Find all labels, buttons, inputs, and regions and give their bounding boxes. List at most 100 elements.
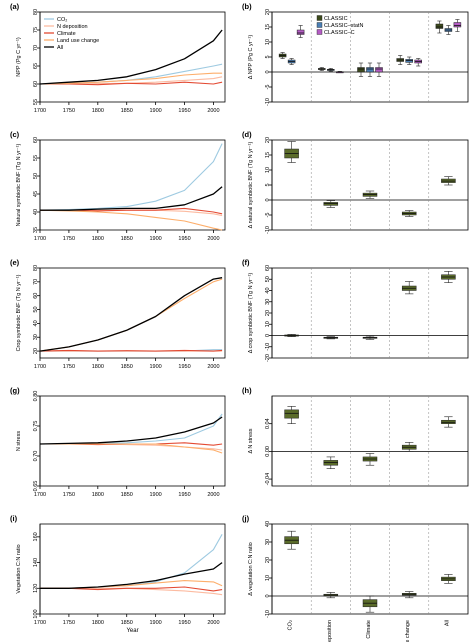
y-tick-label: -10 [265, 610, 271, 618]
x-tick-label: 1900 [150, 492, 162, 498]
x-tick-label: 1850 [121, 236, 133, 242]
panel-label: (a) [10, 2, 20, 11]
y-tick-label: 55 [33, 155, 39, 161]
category-label: N deposition [327, 620, 333, 642]
x-tick-label: 1950 [178, 236, 190, 242]
y-tick-label: 75 [33, 27, 39, 33]
y-tick-label: 15 [265, 24, 271, 30]
legend-label: Land use change [57, 38, 99, 44]
y-tick-label: 20 [265, 137, 271, 143]
line-panel: 35 40 45 50 55 60 Natural symbiotic BNF (Tg N … [10, 130, 226, 242]
plot-frame [271, 267, 469, 359]
x-tick-label: 1850 [121, 492, 133, 498]
y-tick-label: 20 [33, 348, 39, 354]
y-tick-label: 50 [265, 276, 271, 282]
series-line-all [39, 416, 223, 445]
y-tick-label: 0.80 [33, 391, 39, 402]
y-axis-label: Natural symbiotic BNF (Tg N yr⁻¹) [16, 144, 22, 227]
x-tick-label: 1750 [63, 236, 75, 242]
y-axis-label: NPP (Pg C yr⁻¹) [16, 37, 22, 77]
y-tick-label: 40 [265, 287, 271, 293]
y-axis-label: Crop symbiotic BNF (Tg N yr⁻¹) [16, 274, 22, 351]
series-line-climate [39, 349, 223, 352]
y-tick-label: -10 [265, 343, 271, 351]
y-tick-label: -10 [265, 98, 271, 106]
legend-label: CLASSIC [324, 16, 348, 22]
y-axis-label: Δ vegetation C:N ratio [248, 542, 254, 596]
plot-frame [271, 395, 469, 487]
y-tick-label: 140 [33, 558, 39, 567]
x-tick-label: 1850 [121, 620, 133, 626]
box-panel: -20 -10 0 10 20 30 40 50 60 Δ crop symbiotic BNF … [242, 258, 469, 362]
series-line-climate [40, 81, 223, 86]
legend-label: CLASSIC–statN [324, 23, 363, 29]
y-tick-label: 40 [33, 320, 39, 326]
x-tick-label: 2000 [207, 236, 219, 242]
series-line-n-deposition [40, 443, 223, 451]
y-tick-label: 20 [265, 9, 271, 15]
category-label: CO₂ [288, 620, 294, 630]
series-line-all [40, 562, 223, 589]
y-axis-label: Δ NPP (Pg C yr⁻¹) [248, 35, 254, 80]
x-tick-label: 1950 [178, 620, 190, 626]
panel-label: (h) [242, 386, 252, 395]
x-tick-label: 1950 [178, 364, 190, 370]
legend-label: CO₂ [57, 17, 67, 23]
box-box-other [284, 409, 299, 419]
box-box-c-c [453, 22, 462, 28]
series-line-co2 [39, 143, 223, 211]
x-tick-label: 2000 [207, 108, 219, 114]
y-tick-label: 160 [33, 532, 39, 541]
panel-label: (f) [242, 258, 250, 267]
x-tick-label: 1750 [63, 108, 75, 114]
y-tick-label: 10 [265, 39, 271, 45]
box-box-stat-n [366, 67, 374, 73]
category-label: Land use change [405, 620, 411, 642]
y-tick-label: 80 [33, 265, 39, 271]
y-tick-label: 70 [33, 45, 39, 51]
panel-label: (g) [10, 386, 20, 395]
y-axis-label: Δ N stress [248, 428, 254, 453]
x-tick-label: 1900 [150, 620, 162, 626]
x-tick-label: 1750 [63, 620, 75, 626]
y-tick-label: 10 [265, 321, 271, 327]
line-panel: 20 30 40 50 60 70 80 Crop symbiotic BNF (Tg N y… [10, 258, 226, 370]
y-tick-label: 0 [265, 334, 271, 337]
box-panel: -10 -5 0 5 10 15 20 Δ NPP (Pg C yr⁻¹) (b) [242, 2, 469, 106]
y-tick-label: -0.04 [265, 473, 271, 486]
x-tick-label: 1800 [92, 364, 104, 370]
y-tick-label: 0.65 [33, 481, 39, 492]
x-tick-label: 1900 [150, 364, 162, 370]
line-panel: 55 60 65 70 75 80 NPP (Pg C yr⁻¹) (a) 1700 1750 18… [10, 2, 226, 114]
y-tick-label: 5 [265, 183, 271, 186]
x-tick-label: 1850 [121, 108, 133, 114]
series-line-all [39, 277, 223, 352]
y-tick-label: -10 [265, 226, 271, 234]
legend-label: N deposition [57, 24, 88, 30]
box-panel: -10 -5 0 5 10 15 20 Δ natural symbiotic BNF (Tg… [242, 130, 469, 234]
y-tick-label: 10 [265, 575, 271, 581]
y-tick-label: 35 [33, 227, 39, 233]
series-line-n-deposition [40, 587, 223, 596]
x-tick-label: 1750 [63, 364, 75, 370]
legend-swatch-box-c-c [316, 29, 323, 35]
plot-frame [39, 139, 226, 231]
x-tick-label: 1750 [63, 492, 75, 498]
y-axis-label: Δ crop symbiotic BNF (Tg N yr⁻¹) [248, 273, 254, 354]
x-tick-label: 1700 [34, 236, 46, 242]
category-label: Climate [366, 620, 372, 639]
plot-frame [39, 267, 226, 359]
x-tick-label: 1800 [92, 492, 104, 498]
x-tick-label: 2000 [207, 364, 219, 370]
x-tick-label: 1700 [34, 620, 46, 626]
x-tick-label: 1700 [34, 364, 46, 370]
series-line-land-use-change [39, 209, 223, 231]
y-tick-label: 10 [265, 167, 271, 173]
panel-label: (d) [242, 130, 252, 139]
x-tick-label: 1800 [92, 236, 104, 242]
line-panel: 100 120 140 160 Vegetation C:N ratio (i) 1700 1… [10, 514, 226, 634]
x-tick-label: 1900 [150, 236, 162, 242]
plot-frame [271, 139, 469, 231]
